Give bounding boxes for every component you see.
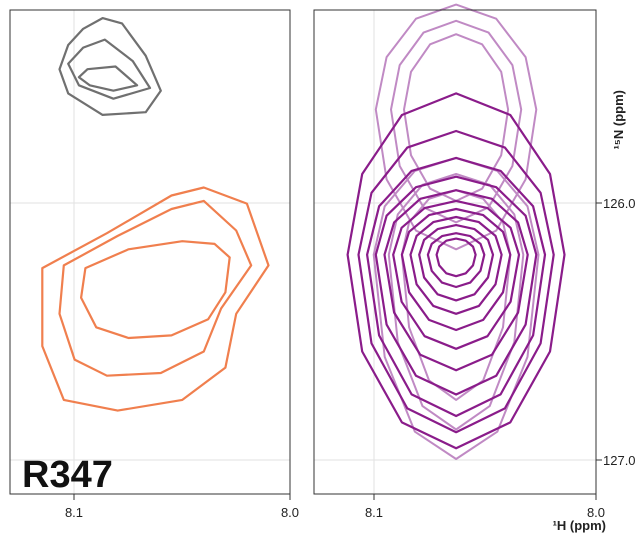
left-panel-frame bbox=[9, 9, 291, 495]
right-y-tick-label-126: 126.0 bbox=[603, 196, 636, 211]
y-axis-label: ¹⁵N (ppm) bbox=[611, 90, 626, 150]
right-contour-dark-purple-14 bbox=[418, 224, 495, 302]
left-contour-orange-3 bbox=[41, 186, 270, 412]
right-contour-dark-purple-13 bbox=[409, 215, 503, 315]
right-contour-light-purple-3 bbox=[372, 156, 540, 460]
right-contours bbox=[346, 3, 566, 460]
right-contour-dark-purple-16 bbox=[435, 237, 477, 278]
left-contour-gray-1 bbox=[67, 38, 152, 100]
left-contour-orange-4 bbox=[58, 199, 253, 377]
right-contour-light-purple-1 bbox=[390, 19, 523, 224]
right-x-tick-label-8.1: 8.1 bbox=[365, 505, 383, 520]
right-panel-frame bbox=[313, 9, 597, 495]
right-spectrum-panel: 8.1 8.0 126.0 127.0 ¹H (ppm) ¹⁵N (ppm) bbox=[313, 3, 636, 533]
right-x-tick-label-8.0: 8.0 bbox=[587, 505, 605, 520]
right-contour-dark-purple-12 bbox=[400, 207, 512, 332]
right-contour-light-purple-4 bbox=[387, 173, 525, 431]
right-contour-dark-purple-8 bbox=[366, 156, 547, 418]
x-axis-label: ¹H (ppm) bbox=[553, 518, 606, 533]
right-y-tick-label-127: 127.0 bbox=[603, 453, 636, 468]
right-contour-dark-purple-10 bbox=[383, 189, 529, 372]
left-x-tick-label-8.1: 8.1 bbox=[65, 505, 83, 520]
left-contour-gray-2 bbox=[77, 65, 139, 92]
left-contour-gray-0 bbox=[58, 17, 162, 117]
left-x-tick-label-8.0: 8.0 bbox=[281, 505, 299, 520]
right-contour-dark-purple-6 bbox=[346, 92, 566, 450]
left-contours bbox=[41, 17, 270, 412]
right-contour-dark-purple-15 bbox=[426, 232, 486, 289]
right-contour-dark-purple-7 bbox=[357, 129, 555, 434]
right-contour-dark-purple-9 bbox=[374, 175, 538, 396]
right-contour-light-purple-0 bbox=[374, 3, 538, 251]
left-spectrum-panel: 8.1 8.0 R347 bbox=[9, 9, 299, 520]
residue-label: R347 bbox=[22, 454, 113, 496]
left-contour-orange-5 bbox=[79, 240, 231, 340]
right-contour-dark-purple-11 bbox=[392, 199, 521, 350]
